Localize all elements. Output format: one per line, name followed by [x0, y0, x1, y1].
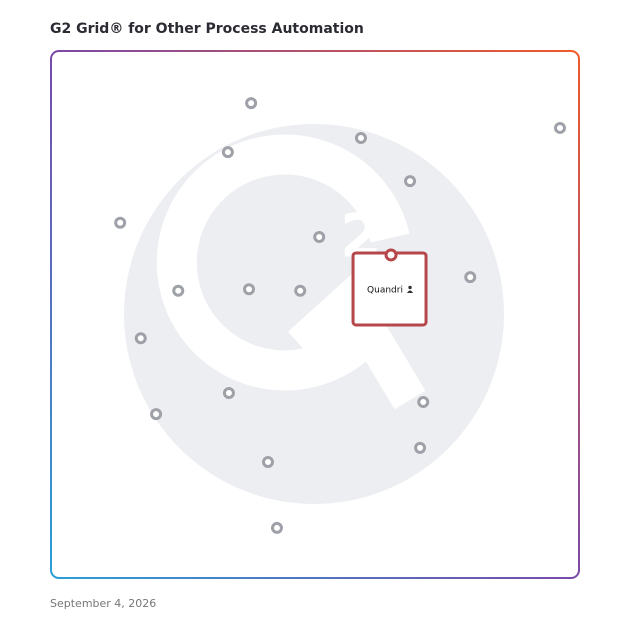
user-icon	[407, 290, 414, 293]
product-point	[414, 441, 427, 454]
product-point	[262, 456, 275, 469]
product-point	[294, 284, 307, 297]
product-point	[245, 97, 258, 110]
product-point	[172, 284, 185, 297]
product-point	[404, 175, 417, 188]
highlight-label: Quandri	[367, 285, 403, 295]
product-point	[417, 395, 430, 408]
product-point	[114, 216, 127, 229]
user-icon	[408, 285, 412, 290]
chart-title: G2 Grid® for Other Process Automation	[50, 21, 364, 37]
product-point	[464, 271, 477, 284]
highlight-point	[384, 248, 398, 262]
product-point	[221, 146, 234, 159]
product-point	[313, 231, 326, 244]
product-point	[354, 131, 367, 144]
date-label: September 4, 2026	[50, 597, 156, 610]
product-point	[243, 283, 255, 296]
product-point	[134, 332, 147, 345]
product-point	[150, 408, 163, 421]
product-point	[270, 521, 283, 534]
product-point	[222, 387, 235, 400]
product-point	[553, 121, 566, 134]
